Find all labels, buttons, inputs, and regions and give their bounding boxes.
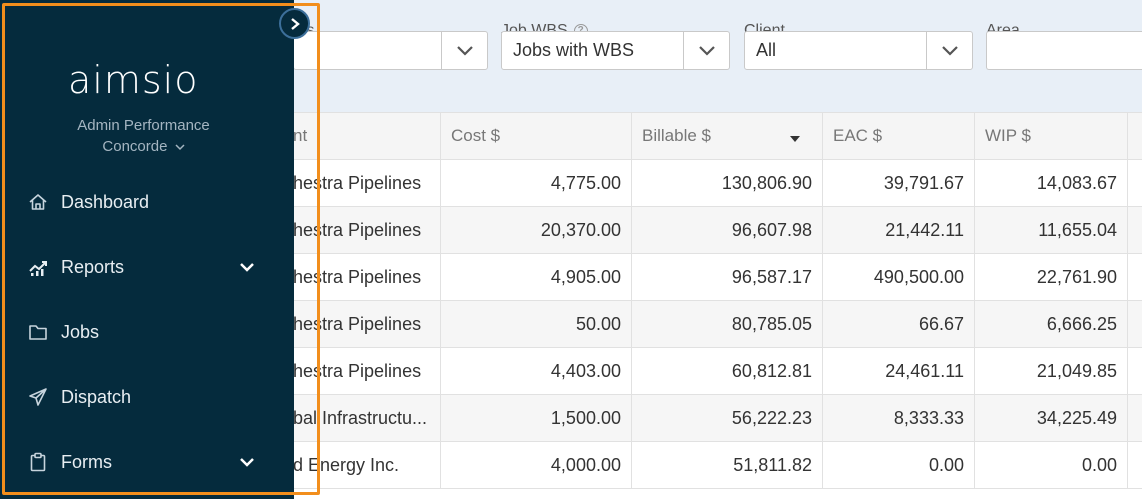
column-header-billable[interactable]: Billable $ bbox=[632, 113, 823, 159]
aimsio-logo[interactable]: aimsio bbox=[68, 58, 199, 102]
sidebar-item-forms[interactable]: Forms bbox=[27, 447, 257, 477]
sidebar-item-label: Reports bbox=[61, 256, 125, 277]
cell-billable: 80,785.05 bbox=[632, 301, 823, 347]
client-select[interactable]: All bbox=[744, 31, 973, 70]
sort-descending-icon bbox=[790, 136, 800, 142]
cell-client: hestra Pipelines bbox=[283, 301, 441, 347]
client-select-value: All bbox=[756, 40, 777, 60]
cell-wip: 11,655.04 bbox=[975, 207, 1128, 253]
cell-billable: 130,806.90 bbox=[632, 160, 823, 206]
cell-billable: 96,587.17 bbox=[632, 254, 823, 300]
sidebar-item-label: Forms bbox=[61, 451, 112, 472]
status-select[interactable] bbox=[293, 31, 488, 70]
cell-eac: 21,442.11 bbox=[823, 207, 975, 253]
cell-next bbox=[1128, 160, 1142, 206]
cell-billable: 96,607.98 bbox=[632, 207, 823, 253]
sidebar-item-dispatch[interactable]: Dispatch bbox=[27, 382, 257, 412]
cell-next bbox=[1128, 254, 1142, 300]
chevron-down-icon[interactable] bbox=[441, 32, 487, 69]
job-wbs-select-value: Jobs with WBS bbox=[513, 40, 635, 60]
sidebar: aimsio Admin Performance Concorde Dashbo… bbox=[0, 0, 294, 499]
cell-client: hestra Pipelines bbox=[283, 348, 441, 394]
sidebar-item-label: Dashboard bbox=[61, 191, 150, 212]
cell-client: hestra Pipelines bbox=[283, 160, 441, 206]
chevron-down-icon bbox=[175, 144, 185, 151]
cell-eac: 490,500.00 bbox=[823, 254, 975, 300]
sidebar-collapse-toggle[interactable] bbox=[279, 8, 310, 39]
chevron-down-icon[interactable] bbox=[683, 32, 729, 69]
cell-client: hestra Pipelines bbox=[283, 207, 441, 253]
sidebar-item-reports[interactable]: Reports bbox=[27, 252, 257, 282]
home-icon bbox=[27, 191, 49, 213]
cell-next bbox=[1128, 395, 1142, 441]
folder-icon bbox=[27, 321, 49, 343]
clipboard-icon bbox=[27, 451, 49, 473]
cell-eac: 66.67 bbox=[823, 301, 975, 347]
sidebar-item-jobs[interactable]: Jobs bbox=[27, 317, 257, 347]
chart-icon bbox=[27, 256, 49, 278]
cell-eac: 24,461.11 bbox=[823, 348, 975, 394]
chevron-right-icon bbox=[290, 17, 300, 30]
job-wbs-select[interactable]: Jobs with WBS bbox=[501, 31, 730, 70]
area-select[interactable] bbox=[986, 31, 1142, 70]
cell-cost: 4,000.00 bbox=[441, 442, 632, 488]
org-name: Concorde bbox=[102, 138, 168, 155]
column-header-cost[interactable]: Cost $ bbox=[441, 113, 632, 159]
cell-client: d Energy Inc. bbox=[283, 442, 441, 488]
cell-billable: 56,222.23 bbox=[632, 395, 823, 441]
cell-cost: 4,403.00 bbox=[441, 348, 632, 394]
column-header-next[interactable] bbox=[1128, 113, 1142, 159]
org-role: Admin Performance bbox=[77, 117, 210, 134]
cell-client: bal Infrastructu... bbox=[283, 395, 441, 441]
cell-client: hestra Pipelines bbox=[283, 254, 441, 300]
cell-wip: 34,225.49 bbox=[975, 395, 1128, 441]
chevron-down-icon[interactable] bbox=[926, 32, 972, 69]
sidebar-item-label: Jobs bbox=[61, 321, 100, 342]
cell-next bbox=[1128, 442, 1142, 488]
cell-next bbox=[1128, 207, 1142, 253]
cell-wip: 0.00 bbox=[975, 442, 1128, 488]
cell-next bbox=[1128, 348, 1142, 394]
column-header-client[interactable]: nt bbox=[283, 113, 441, 159]
org-switcher[interactable]: Concorde bbox=[0, 138, 287, 155]
sidebar-item-dashboard[interactable]: Dashboard bbox=[27, 187, 257, 217]
cell-billable: 60,812.81 bbox=[632, 348, 823, 394]
chevron-down-icon[interactable] bbox=[237, 257, 257, 277]
cell-eac: 0.00 bbox=[823, 442, 975, 488]
send-icon bbox=[27, 386, 49, 408]
cell-cost: 1,500.00 bbox=[441, 395, 632, 441]
cell-cost: 50.00 bbox=[441, 301, 632, 347]
cell-eac: 39,791.67 bbox=[823, 160, 975, 206]
cell-eac: 8,333.33 bbox=[823, 395, 975, 441]
chevron-down-icon[interactable] bbox=[237, 452, 257, 472]
cell-wip: 21,049.85 bbox=[975, 348, 1128, 394]
cell-billable: 51,811.82 bbox=[632, 442, 823, 488]
cell-next bbox=[1128, 301, 1142, 347]
column-header-wip[interactable]: WIP $ bbox=[975, 113, 1128, 159]
cell-cost: 20,370.00 bbox=[441, 207, 632, 253]
cell-wip: 14,083.67 bbox=[975, 160, 1128, 206]
sidebar-item-label: Dispatch bbox=[61, 386, 132, 407]
cell-wip: 22,761.90 bbox=[975, 254, 1128, 300]
column-header-eac[interactable]: EAC $ bbox=[823, 113, 975, 159]
cell-cost: 4,775.00 bbox=[441, 160, 632, 206]
cell-cost: 4,905.00 bbox=[441, 254, 632, 300]
cell-wip: 6,666.25 bbox=[975, 301, 1128, 347]
